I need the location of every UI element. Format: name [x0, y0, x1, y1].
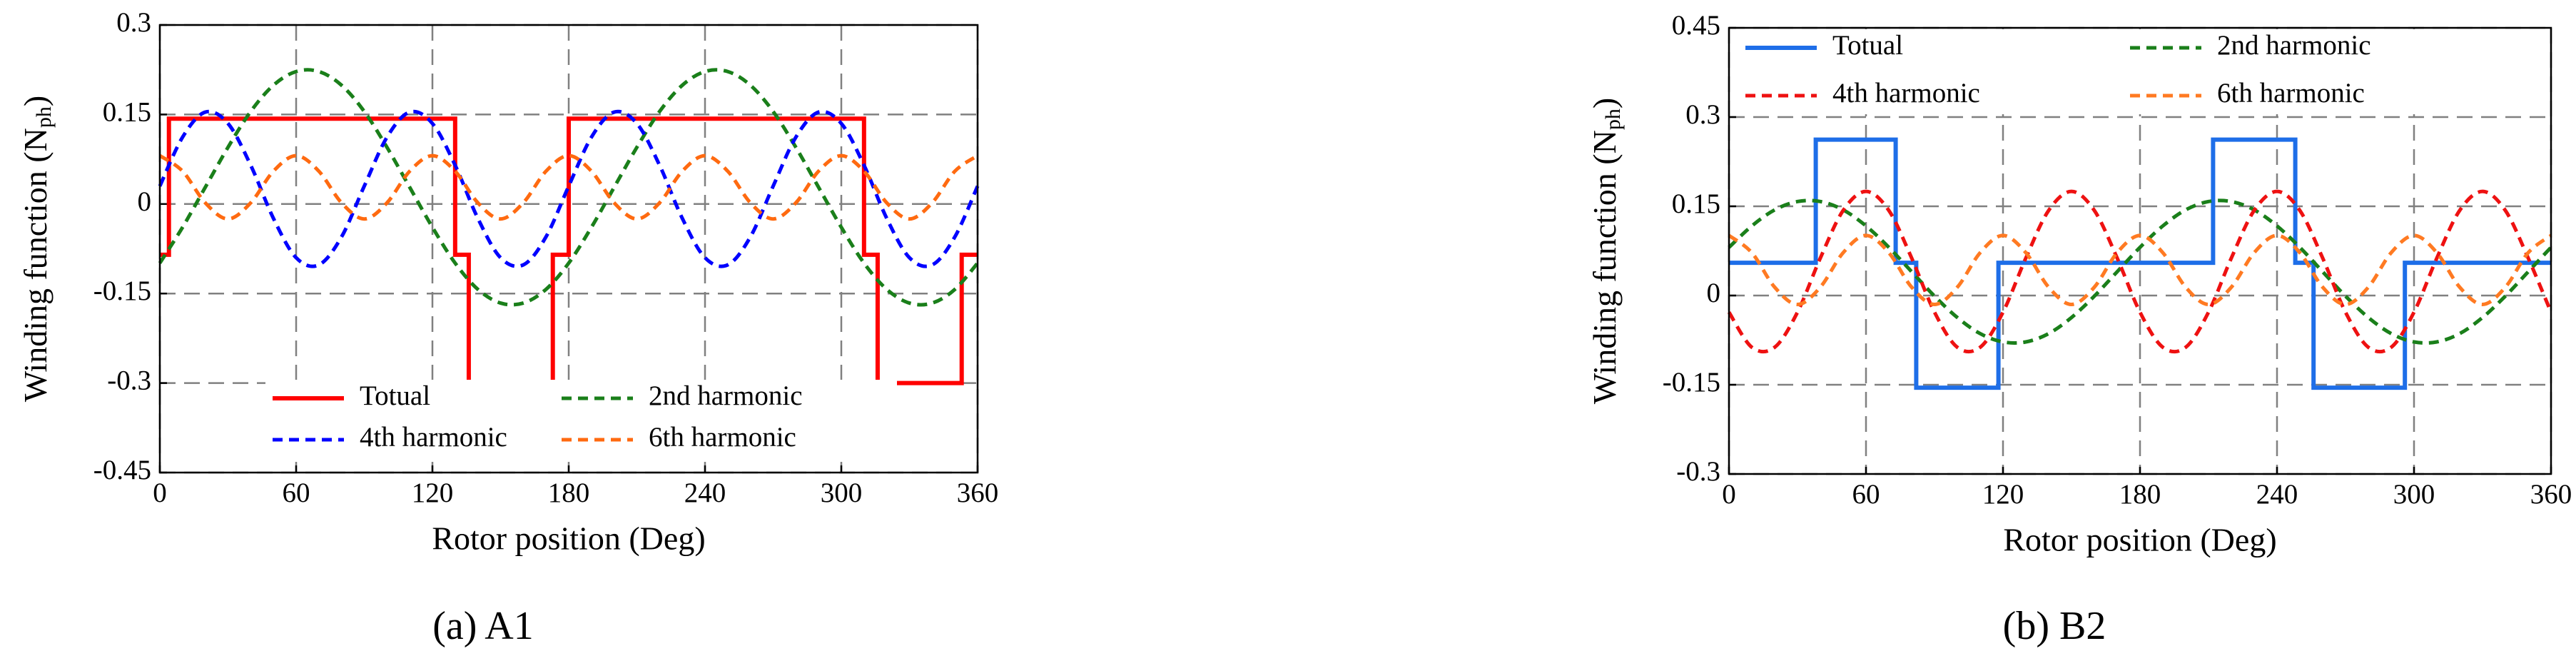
subplot: -0.45 -0.3 -0.15 0 0.15 0.3 0 60 120 180 240 300 360…: [17, 7, 999, 648]
y-axis-label-text: Winding function (N: [17, 128, 54, 402]
y-axis-label-sub: ph: [1601, 109, 1625, 130]
x-axis-label: Rotor position (Deg): [2003, 522, 2276, 558]
y-tick-label: -0.15: [1663, 367, 1720, 398]
y-tick-label: 0: [138, 186, 152, 217]
y-tick-label: -0.45: [93, 455, 151, 485]
x-tick-label: 120: [412, 478, 454, 508]
series-line: [1728, 233, 2552, 307]
x-tick-label: 360: [2530, 479, 2572, 510]
y-axis-label-end: ): [17, 96, 54, 106]
plot-frame: [1728, 26, 2552, 475]
legend-label: 6th harmonic: [2217, 78, 2365, 109]
x-tick-label: 120: [1982, 479, 2024, 510]
x-tick-label: 60: [1852, 479, 1880, 510]
x-tick-label: 60: [283, 478, 310, 508]
legend-label: 6th harmonic: [649, 422, 796, 453]
caption: (a) A1: [432, 604, 534, 648]
series-line: [158, 109, 980, 268]
x-tick-label: 300: [2393, 479, 2435, 510]
series-line: [158, 153, 979, 221]
x-tick-label: 0: [1722, 479, 1736, 510]
x-tick-label: 180: [548, 478, 590, 508]
legend-background: [1738, 29, 2465, 114]
x-tick-label: 0: [153, 478, 167, 508]
x-tick-label: 180: [2119, 479, 2161, 510]
y-axis-label: Winding function (Nph): [1586, 98, 1625, 404]
y-tick-label: 0.3: [116, 7, 151, 38]
series-line: [1728, 198, 2552, 345]
caption: (b) B2: [2003, 604, 2106, 648]
x-tick-label: 240: [2256, 479, 2298, 510]
y-tick-label: 0.15: [103, 96, 151, 127]
y-tick-label: -0.3: [107, 365, 151, 396]
subplot: -0.3 -0.15 0 0.15 0.3 0.45 0 60 120 180 240 300 360 T…: [1586, 10, 2572, 648]
legend-label: Totual: [1832, 30, 1903, 61]
series-line: [158, 68, 979, 307]
legend-label: 2nd harmonic: [2217, 30, 2371, 61]
y-tick-label: -0.15: [93, 276, 151, 306]
x-tick-label: 360: [957, 478, 999, 508]
legend-label: 4th harmonic: [1832, 78, 1980, 109]
y-tick-label: 0.3: [1685, 99, 1720, 130]
y-tick-label: 0.15: [1672, 188, 1720, 219]
legend-background: [265, 380, 897, 458]
series-line: [1727, 189, 2553, 354]
x-axis-label: Rotor position (Deg): [432, 520, 705, 557]
y-tick-label: -0.3: [1676, 456, 1720, 487]
legend-label: Totual: [360, 380, 430, 411]
series-line: [1729, 137, 2551, 390]
legend-label: 4th harmonic: [360, 422, 507, 453]
legend-label: 2nd harmonic: [649, 380, 803, 411]
plot-frame: [158, 24, 979, 474]
y-axis-label-sub: ph: [32, 106, 56, 128]
x-tick-label: 300: [821, 478, 863, 508]
x-tick-label: 240: [684, 478, 726, 508]
y-axis-label: Winding function (Nph): [17, 96, 56, 402]
y-axis-label-end: ): [1586, 98, 1623, 109]
y-axis-label-text: Winding function (N: [1586, 130, 1623, 404]
y-tick-label: 0: [1707, 278, 1721, 308]
y-tick-label: 0.45: [1672, 10, 1720, 41]
